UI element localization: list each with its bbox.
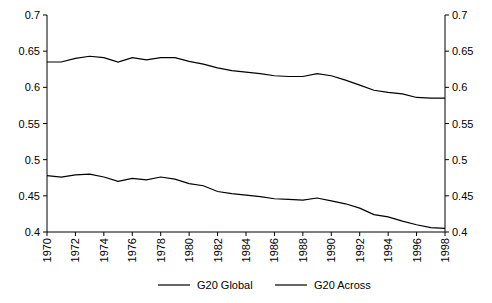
- y-tick: [43, 159, 47, 160]
- x-tick-label: 1980: [183, 238, 195, 262]
- x-tick: [359, 232, 360, 236]
- legend-swatch: [158, 284, 190, 285]
- chart: 0.4 0.45 0.5 0.55 0.6 0.65 0.7 0.4 0.45 0.5 0.55 0.…: [0, 0, 492, 303]
- x-tick-label: 1986: [268, 238, 280, 262]
- series-line: [47, 56, 445, 98]
- y-tick: [43, 87, 47, 88]
- y2-tick-label: 0.6: [452, 81, 467, 93]
- x-tick-label: 1998: [439, 238, 451, 262]
- x-tick-label: 1972: [69, 238, 81, 262]
- x-tick-label: 1982: [212, 238, 224, 262]
- y-tick: [43, 123, 47, 124]
- y2-tick: [445, 123, 449, 124]
- x-tick-label: 1974: [98, 238, 110, 262]
- x-tick: [388, 232, 389, 236]
- x-tick: [331, 232, 332, 236]
- y-tick-label: 0.7: [25, 9, 40, 21]
- x-tick: [47, 232, 48, 236]
- x-tick-label: 1978: [155, 238, 167, 262]
- y-tick-label: 0.4: [25, 226, 40, 238]
- y-tick: [43, 15, 47, 16]
- y2-tick: [445, 195, 449, 196]
- y-tick-label: 0.5: [25, 154, 40, 166]
- x-tick-label: 1990: [325, 238, 337, 262]
- x-tick: [217, 232, 218, 236]
- y-tick-label: 0.6: [25, 81, 40, 93]
- y2-tick: [445, 51, 449, 52]
- x-tick: [103, 232, 104, 236]
- legend-label: G20 Across: [314, 279, 371, 291]
- plot-area: [47, 56, 445, 228]
- y2-tick-label: 0.5: [452, 154, 467, 166]
- x-tick: [445, 232, 446, 236]
- y2-tick-label: 0.45: [452, 190, 473, 202]
- y-tick: [43, 195, 47, 196]
- legend-swatch: [275, 284, 307, 285]
- y2-tick: [445, 232, 449, 233]
- x-tick-label: 1994: [382, 238, 394, 262]
- x-tick-label: 1976: [126, 238, 138, 262]
- y-tick: [43, 51, 47, 52]
- series-line: [47, 174, 445, 228]
- y2-tick: [445, 15, 449, 16]
- y2-tick-label: 0.55: [452, 118, 473, 130]
- y2-tick-label: 0.4: [452, 226, 467, 238]
- y2-tick: [445, 87, 449, 88]
- y-tick-label: 0.55: [19, 118, 40, 130]
- x-tick: [189, 232, 190, 236]
- y2-tick: [445, 159, 449, 160]
- x-tick-label: 1970: [41, 238, 53, 262]
- x-tick: [75, 232, 76, 236]
- y-tick-label: 0.45: [19, 190, 40, 202]
- x-tick: [416, 232, 417, 236]
- x-tick: [132, 232, 133, 236]
- y2-tick-label: 0.65: [452, 45, 473, 57]
- y-tick-label: 0.65: [19, 45, 40, 57]
- y2-tick-label: 0.7: [452, 9, 467, 21]
- legend: G20 Global G20 Across: [158, 279, 371, 291]
- x-tick-label: 1988: [297, 238, 309, 262]
- x-tick-label: 1996: [411, 238, 423, 262]
- x-tick: [302, 232, 303, 236]
- legend-label: G20 Global: [197, 279, 253, 291]
- x-tick-label: 1984: [240, 238, 252, 262]
- x-tick-label: 1992: [354, 238, 366, 262]
- y-tick: [43, 232, 47, 233]
- x-tick: [246, 232, 247, 236]
- x-tick: [274, 232, 275, 236]
- x-tick: [160, 232, 161, 236]
